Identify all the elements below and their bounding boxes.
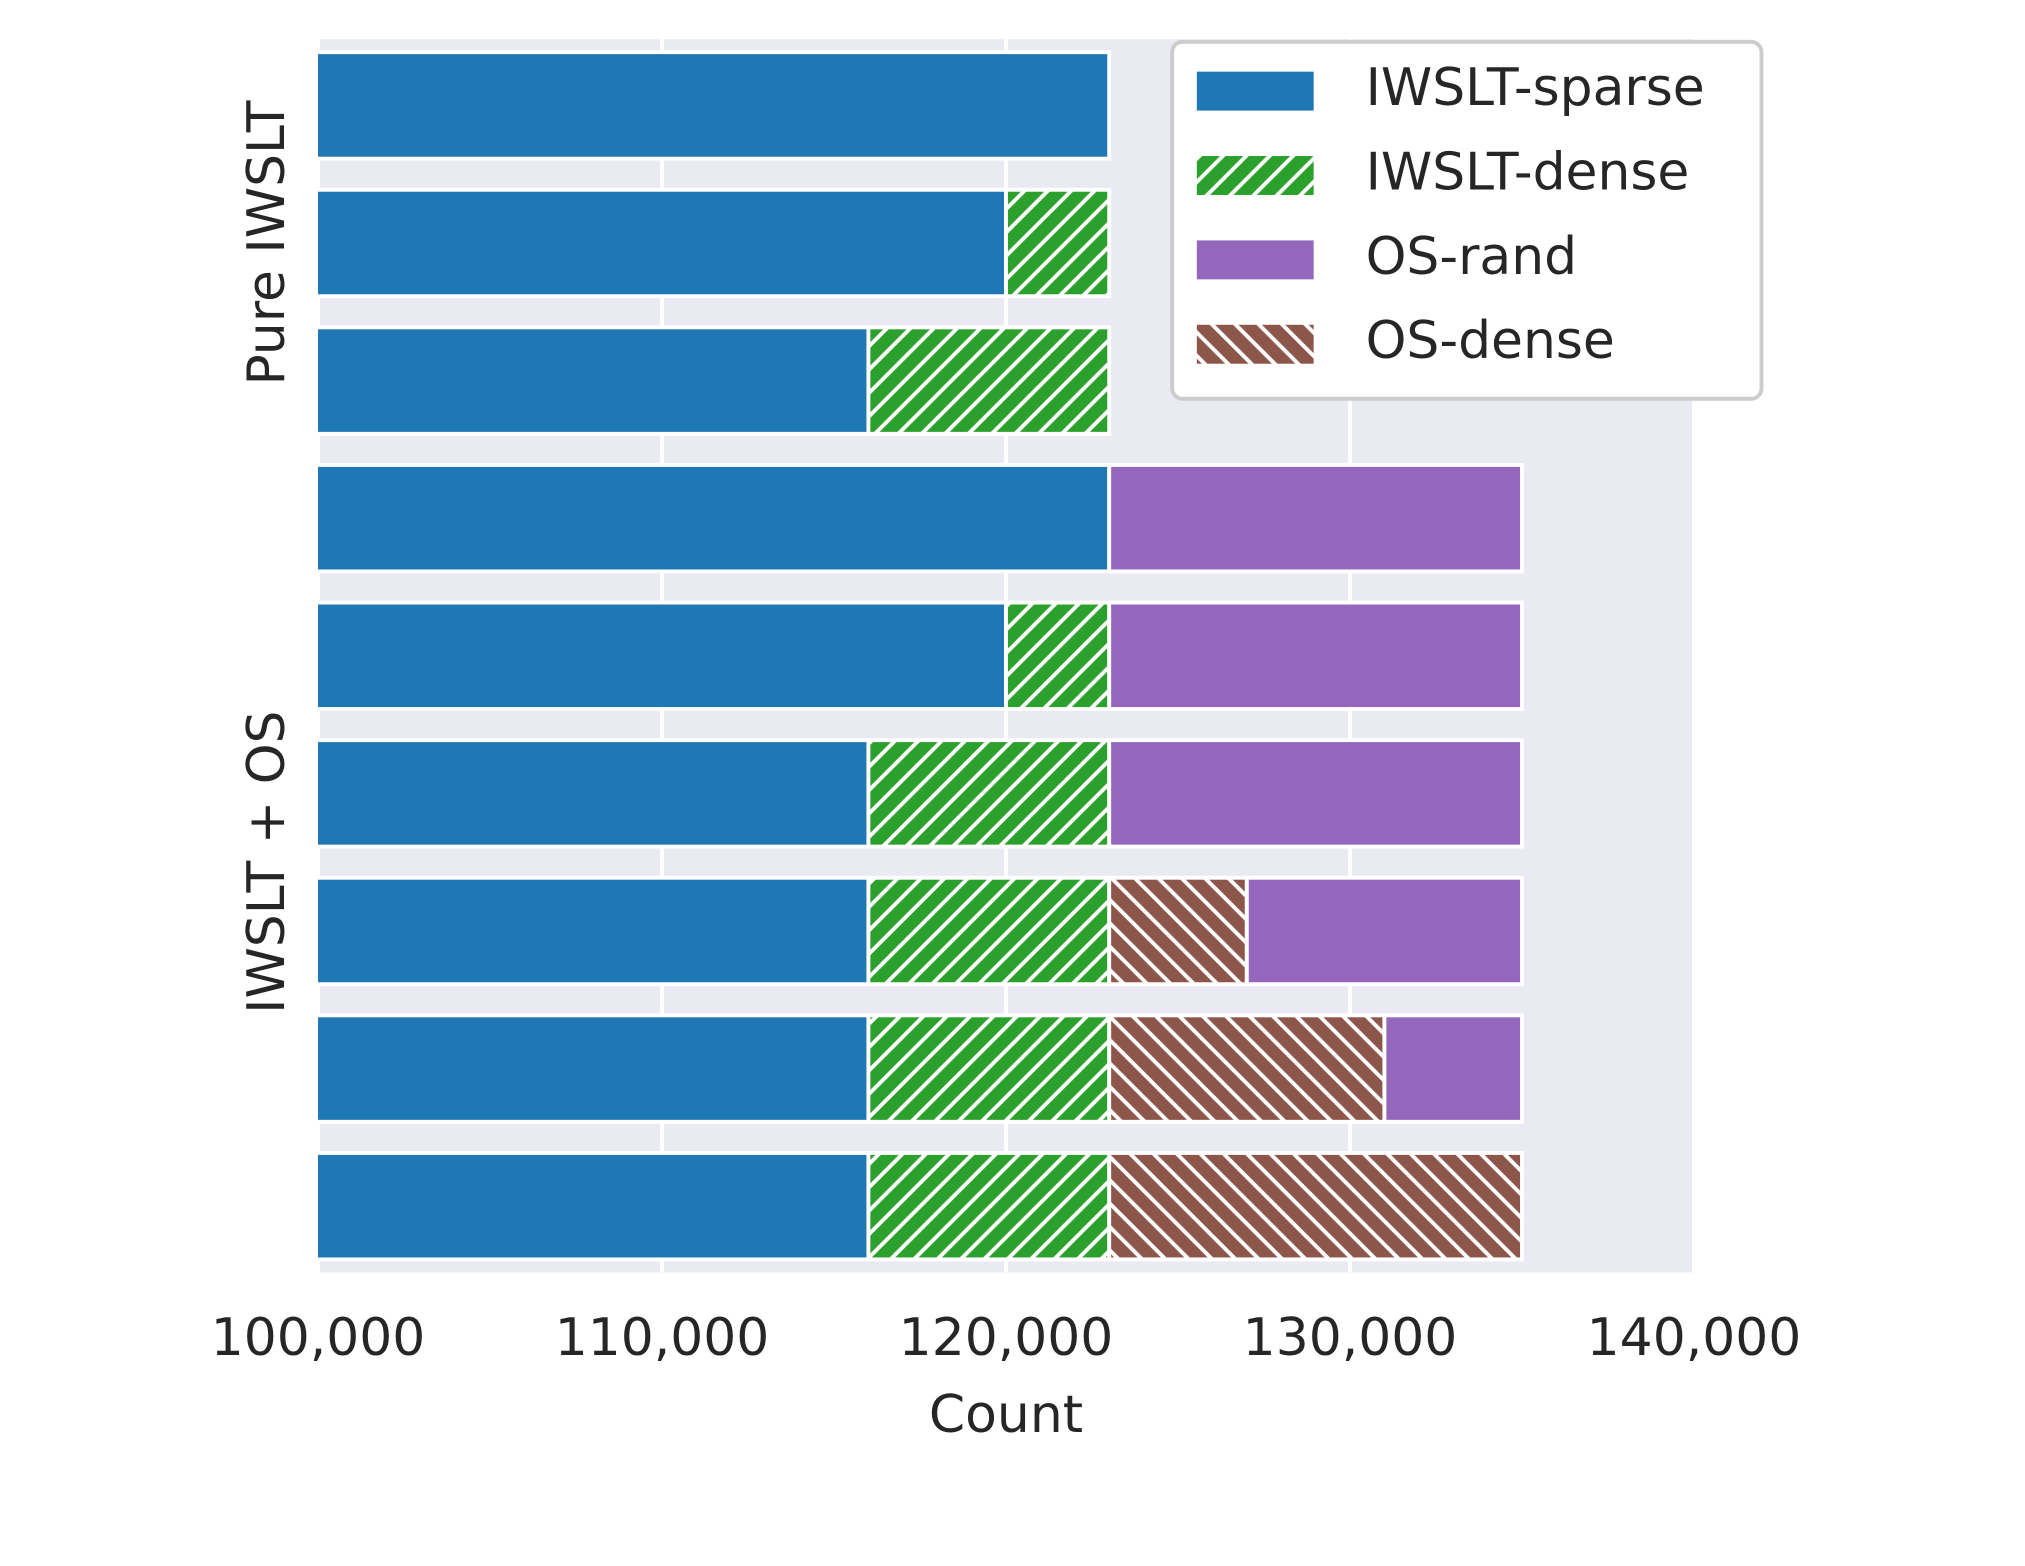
bar-segment <box>318 187 1008 299</box>
legend-box <box>1170 39 1764 401</box>
bar-segment <box>866 738 1112 849</box>
bar-segment <box>318 50 1112 161</box>
bar-segment <box>1004 600 1112 711</box>
legend: IWSLT-sparse IWSLT-dense OS-rand OS-dense <box>1170 39 1764 401</box>
bar-segment <box>318 463 1112 574</box>
x-tick-label: 110,000 <box>555 1308 770 1368</box>
x-axis-label: Count <box>929 1385 1083 1445</box>
legend-label: IWSLT-sparse <box>1366 58 1705 118</box>
legend-swatch <box>1196 240 1314 280</box>
bar-segment <box>1107 875 1249 987</box>
bar-segment <box>1107 1151 1524 1262</box>
bar-segment <box>866 875 1112 987</box>
bar-segment <box>866 325 1112 436</box>
bar-segment <box>1004 187 1112 299</box>
bar-segment <box>318 1151 871 1262</box>
bar-segment <box>1244 875 1524 987</box>
x-tick-label: 130,000 <box>1243 1308 1458 1368</box>
bar-segment <box>318 738 871 849</box>
x-tick-label: 100,000 <box>211 1308 426 1368</box>
bar-segment <box>1107 1013 1387 1124</box>
bar-segment <box>1107 600 1524 711</box>
group-label: IWSLT + OS <box>237 711 297 1014</box>
legend-swatch <box>1196 71 1314 111</box>
x-tick-label: 120,000 <box>899 1308 1114 1368</box>
bar-segment <box>866 1013 1112 1124</box>
bar-segment <box>1107 738 1524 849</box>
bar-segment <box>866 1151 1112 1262</box>
group-label: Pure IWSLT <box>237 100 297 385</box>
bar-segment <box>318 875 871 987</box>
legend-label: OS-rand <box>1366 227 1578 287</box>
legend-label: OS-dense <box>1366 311 1615 371</box>
legend-label: IWSLT-dense <box>1366 143 1690 203</box>
x-tick-label: 140,000 <box>1587 1308 1802 1368</box>
bar-segment <box>1382 1013 1524 1124</box>
legend-swatch <box>1196 324 1314 364</box>
bar-segment <box>318 325 871 436</box>
bar-segment <box>318 600 1008 711</box>
legend-swatch <box>1196 156 1314 195</box>
bar-segment <box>1107 463 1524 574</box>
bar-segment <box>318 1013 871 1124</box>
